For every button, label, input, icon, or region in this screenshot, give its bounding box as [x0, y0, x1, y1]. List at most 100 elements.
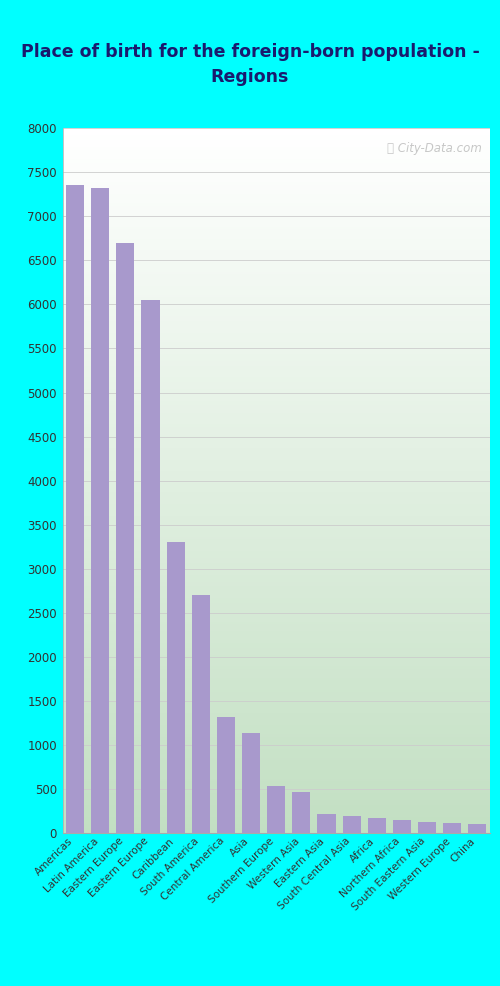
Bar	[62, 229, 490, 232]
Bar	[267, 787, 285, 833]
Bar	[62, 782, 490, 784]
Bar	[62, 678, 490, 680]
Bar	[62, 171, 490, 173]
Bar	[62, 805, 490, 808]
Bar	[62, 575, 490, 577]
Bar	[62, 758, 490, 760]
Bar	[62, 537, 490, 539]
Bar	[62, 673, 490, 675]
Bar	[62, 551, 490, 553]
Bar	[62, 772, 490, 774]
Bar	[62, 711, 490, 713]
Bar	[62, 431, 490, 434]
Bar	[62, 133, 490, 135]
Bar	[62, 424, 490, 427]
Bar	[62, 417, 490, 420]
Bar	[62, 713, 490, 716]
Bar	[62, 298, 490, 300]
Bar	[62, 194, 490, 196]
Bar	[62, 526, 490, 528]
Bar	[62, 746, 490, 748]
Bar	[62, 286, 490, 288]
Bar	[62, 577, 490, 580]
Bar	[62, 293, 490, 295]
Bar	[62, 478, 490, 480]
Bar	[62, 743, 490, 746]
Bar	[62, 629, 490, 631]
Bar	[62, 706, 490, 709]
Bar	[62, 274, 490, 276]
Bar	[62, 660, 490, 662]
Bar	[62, 182, 490, 184]
Bar	[62, 307, 490, 310]
Bar	[62, 398, 490, 400]
Bar	[62, 539, 490, 541]
Bar	[62, 657, 490, 660]
Bar	[62, 528, 490, 530]
Bar	[62, 271, 490, 274]
Bar	[62, 544, 490, 546]
Bar	[62, 366, 490, 368]
Bar	[62, 385, 490, 387]
Bar	[62, 138, 490, 140]
Bar	[62, 328, 490, 330]
Bar	[62, 589, 490, 592]
Bar	[62, 473, 490, 476]
Bar	[62, 145, 490, 147]
Bar	[62, 534, 490, 537]
Bar	[62, 600, 490, 602]
Bar	[62, 310, 490, 312]
Bar	[62, 135, 490, 138]
Bar	[62, 692, 490, 694]
Bar	[62, 368, 490, 370]
Bar	[62, 443, 490, 446]
Bar	[368, 817, 386, 833]
Bar	[62, 356, 490, 359]
Bar	[62, 220, 490, 222]
Bar	[242, 733, 260, 833]
Bar	[62, 725, 490, 728]
Bar	[62, 429, 490, 431]
Bar	[62, 283, 490, 286]
Bar	[62, 276, 490, 279]
Bar	[62, 621, 490, 624]
Bar	[62, 718, 490, 721]
Bar	[62, 213, 490, 215]
Bar	[62, 382, 490, 385]
Bar	[62, 760, 490, 763]
Bar	[62, 154, 490, 157]
Bar	[62, 225, 490, 227]
Bar	[62, 342, 490, 344]
Bar	[62, 580, 490, 582]
Bar	[62, 405, 490, 408]
Bar	[62, 816, 490, 819]
Bar	[62, 516, 490, 519]
Bar	[62, 459, 490, 461]
Bar	[62, 337, 490, 339]
Bar	[62, 227, 490, 229]
Bar	[62, 549, 490, 551]
Bar	[62, 149, 490, 152]
Bar	[62, 638, 490, 641]
Bar	[62, 704, 490, 706]
Bar	[62, 645, 490, 648]
Bar	[62, 662, 490, 664]
Bar	[62, 441, 490, 443]
Bar	[62, 652, 490, 655]
Bar	[62, 252, 490, 255]
Bar	[62, 495, 490, 497]
Bar	[62, 570, 490, 572]
Bar	[91, 188, 110, 833]
Bar	[62, 500, 490, 502]
Bar	[62, 196, 490, 199]
Bar	[62, 480, 490, 483]
Bar	[62, 716, 490, 718]
Bar	[62, 222, 490, 225]
Bar	[62, 553, 490, 556]
Bar	[62, 351, 490, 354]
Bar	[62, 164, 490, 166]
Bar	[62, 210, 490, 213]
Bar	[62, 532, 490, 534]
Bar	[62, 378, 490, 380]
Bar	[62, 458, 490, 459]
